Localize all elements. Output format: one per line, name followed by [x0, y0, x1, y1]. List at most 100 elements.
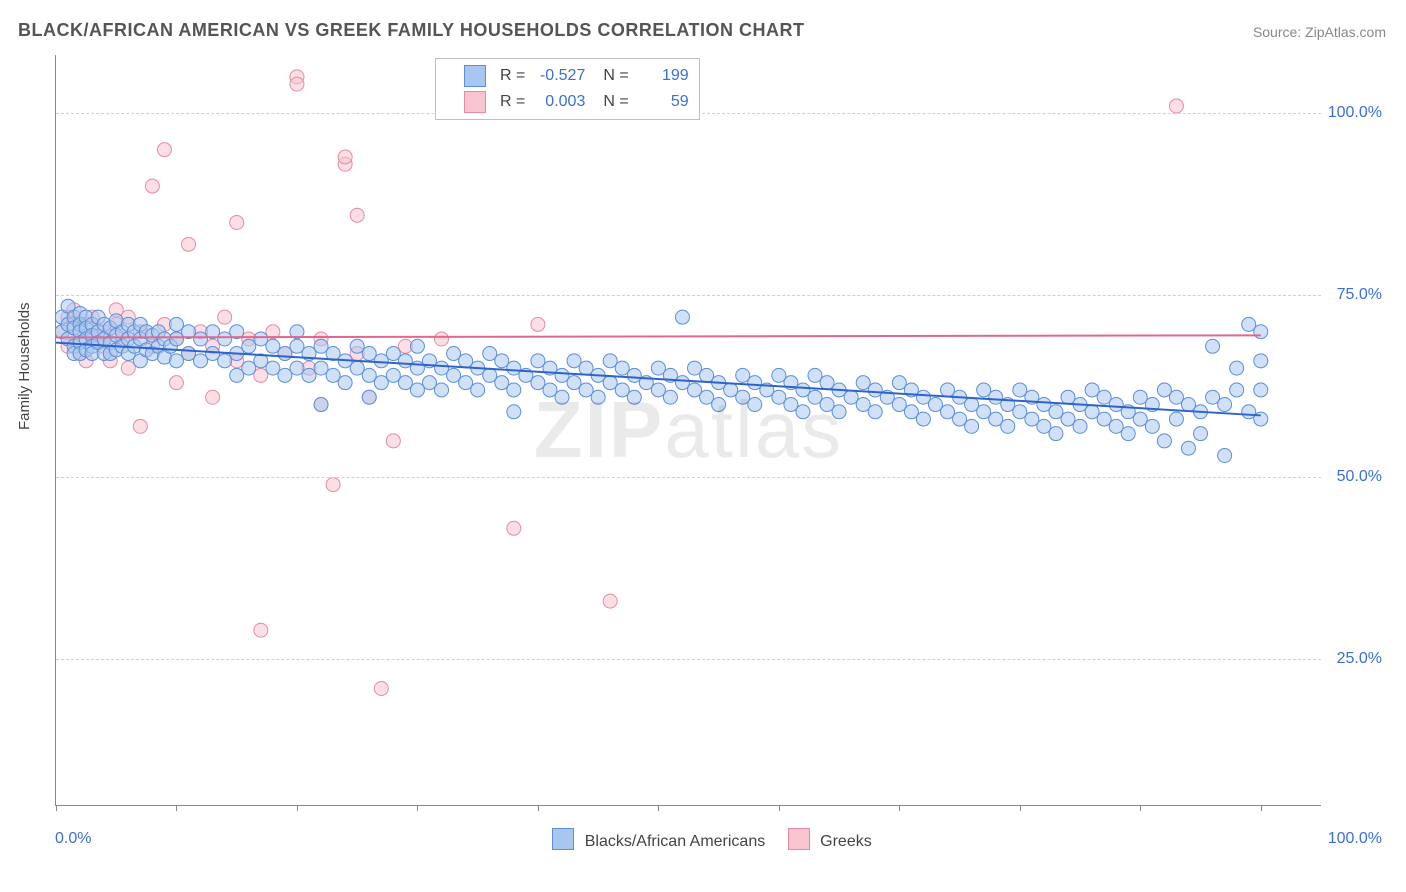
data-point [1242, 317, 1256, 331]
data-point [483, 368, 497, 382]
data-point [218, 310, 232, 324]
data-point [1206, 390, 1220, 404]
data-point [362, 347, 376, 361]
data-point [543, 383, 557, 397]
data-point [1085, 405, 1099, 419]
data-point [410, 339, 424, 353]
chart-title: BLACK/AFRICAN AMERICAN VS GREEK FAMILY H… [18, 20, 805, 41]
stats-swatch-series2 [464, 91, 486, 113]
x-tick [417, 805, 418, 811]
data-point [169, 332, 183, 346]
data-point [868, 405, 882, 419]
data-point [736, 368, 750, 382]
data-point [169, 354, 183, 368]
data-point [1109, 398, 1123, 412]
data-point [145, 179, 159, 193]
data-point [1133, 390, 1147, 404]
data-point [398, 376, 412, 390]
data-point [182, 347, 196, 361]
data-point [904, 405, 918, 419]
data-point [254, 332, 268, 346]
data-point [218, 354, 232, 368]
data-point [1218, 448, 1232, 462]
data-point [700, 368, 714, 382]
data-point [435, 383, 449, 397]
data-point [579, 361, 593, 375]
data-point [1194, 427, 1208, 441]
data-point [688, 383, 702, 397]
data-point [230, 368, 244, 382]
data-point [663, 390, 677, 404]
data-point [1242, 405, 1256, 419]
data-point [892, 376, 906, 390]
data-point [121, 361, 135, 375]
data-point [169, 376, 183, 390]
data-point [338, 150, 352, 164]
data-point [1145, 419, 1159, 433]
data-point [928, 398, 942, 412]
data-point [748, 398, 762, 412]
gridline [56, 295, 1321, 296]
data-point [242, 339, 256, 353]
data-point [1037, 398, 1051, 412]
data-point [856, 398, 870, 412]
stats-row-series1: R = -0.527 N = 199 [446, 63, 689, 89]
x-tick [899, 805, 900, 811]
data-point [435, 361, 449, 375]
data-point [507, 405, 521, 419]
data-point [386, 368, 400, 382]
data-point [796, 405, 810, 419]
x-tick [1140, 805, 1141, 811]
data-point [868, 383, 882, 397]
data-point [627, 368, 641, 382]
stats-legend: R = -0.527 N = 199 R = 0.003 N = 59 [435, 58, 700, 120]
data-point [1254, 325, 1268, 339]
data-point [1013, 405, 1027, 419]
data-point [338, 376, 352, 390]
data-point [567, 376, 581, 390]
data-point [374, 376, 388, 390]
stats-swatch-series1 [464, 65, 486, 87]
data-point [555, 368, 569, 382]
data-point [796, 383, 810, 397]
data-point [302, 368, 316, 382]
data-point [916, 412, 930, 426]
data-point [989, 412, 1003, 426]
data-point [350, 208, 364, 222]
data-point [603, 354, 617, 368]
data-point [278, 368, 292, 382]
data-point [1001, 419, 1015, 433]
data-point [1169, 390, 1183, 404]
x-tick [779, 805, 780, 811]
data-point [1157, 434, 1171, 448]
data-point [591, 390, 605, 404]
data-point [495, 354, 509, 368]
data-point [266, 339, 280, 353]
data-point [892, 398, 906, 412]
x-tick [176, 805, 177, 811]
data-point [844, 390, 858, 404]
data-point [1097, 412, 1111, 426]
stats-n-series2: 59 [637, 93, 689, 111]
data-point [254, 623, 268, 637]
data-point [977, 405, 991, 419]
data-point [989, 390, 1003, 404]
data-point [507, 521, 521, 535]
data-point [772, 368, 786, 382]
data-point [615, 361, 629, 375]
data-point [953, 412, 967, 426]
data-point [218, 332, 232, 346]
x-tick [1261, 805, 1262, 811]
stats-r-series1: -0.527 [533, 67, 585, 85]
x-tick [538, 805, 539, 811]
data-point [808, 390, 822, 404]
data-point [1133, 412, 1147, 426]
legend-swatch-series1 [552, 828, 574, 850]
data-point [603, 594, 617, 608]
data-point [1025, 412, 1039, 426]
data-point [1073, 419, 1087, 433]
data-point [1254, 383, 1268, 397]
data-point [495, 376, 509, 390]
data-point [808, 368, 822, 382]
data-point [832, 405, 846, 419]
